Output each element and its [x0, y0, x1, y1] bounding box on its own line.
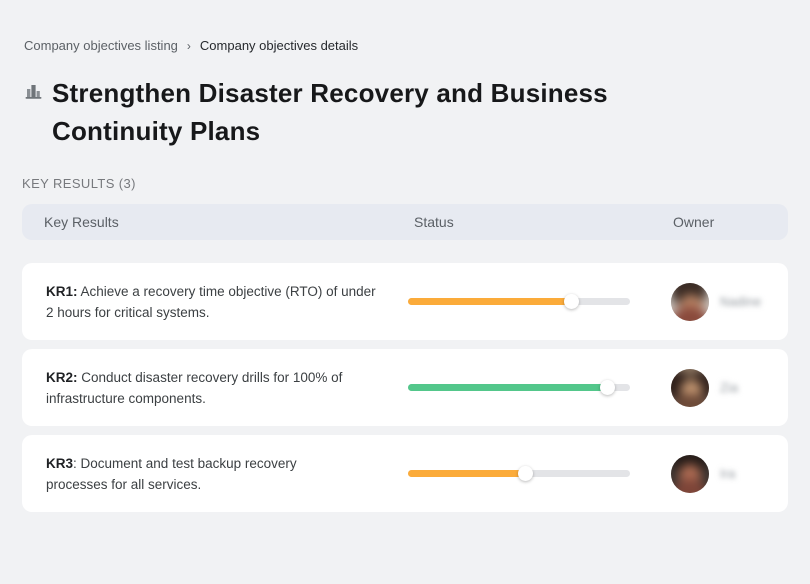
kr3-slider-handle[interactable]	[517, 466, 533, 481]
chevron-right-icon: ›	[186, 38, 191, 53]
objective-title-row: Strengthen Disaster Recovery and Busines…	[24, 74, 788, 150]
column-header-status: Status	[414, 214, 454, 230]
kr1-progress-fill	[408, 298, 573, 305]
key-result-row-kr1[interactable]: KR1: Achieve a recovery time objective (…	[22, 263, 788, 340]
kr3-progress-fill	[408, 470, 526, 477]
kr2-status-cell	[408, 380, 654, 396]
kr1-progress-slider[interactable]	[408, 294, 630, 310]
key-result-row-kr3[interactable]: KR3: Document and test backup recovery p…	[22, 435, 788, 512]
kr2-owner-cell: Zia	[654, 368, 788, 407]
kr1-owner-avatar	[671, 282, 709, 321]
key-results-list: KR1: Achieve a recovery time objective (…	[22, 263, 788, 512]
kr2-label: KR2:	[46, 369, 78, 385]
kr2-owner-name: Zia	[720, 380, 739, 395]
kr3-owner-name: Ira	[720, 466, 736, 481]
breadcrumb-company-objectives-details: Company objectives details	[199, 38, 359, 53]
page-title: Strengthen Disaster Recovery and Busines…	[52, 78, 608, 146]
kr2-owner-avatar	[671, 368, 709, 407]
kr1-label: KR1:	[46, 283, 78, 299]
breadcrumb: Company objectives listing › Company obj…	[24, 38, 788, 53]
kr1-status-cell	[408, 294, 654, 310]
kr1-owner-cell: Nadine	[654, 282, 788, 321]
key-results-count-label: KEY RESULTS (3)	[22, 176, 136, 191]
kr3-progress-slider[interactable]	[408, 466, 630, 482]
company-buildings-icon	[24, 82, 43, 106]
column-header-owner: Owner	[673, 214, 715, 230]
key-results-table-header: Key Results Status Owner	[22, 204, 788, 240]
kr2-progress-slider[interactable]	[408, 380, 630, 396]
column-header-key-results: Key Results	[44, 214, 119, 230]
breadcrumb-company-objectives-listing[interactable]: Company objectives listing	[24, 38, 178, 53]
kr3-owner-cell: Ira	[654, 454, 788, 493]
objective-details-page: Company objectives listing › Company obj…	[0, 38, 810, 584]
kr3-label: KR3	[46, 455, 74, 471]
kr3-description: KR3: Document and test backup recovery p…	[46, 455, 297, 492]
kr3-owner-avatar	[671, 454, 709, 493]
kr2-description: KR2: Conduct disaster recovery drills fo…	[46, 369, 343, 406]
kr1-slider-handle[interactable]	[564, 294, 580, 309]
kr2-slider-handle[interactable]	[599, 380, 615, 395]
kr3-status-cell	[408, 466, 654, 482]
key-result-row-kr2[interactable]: KR2: Conduct disaster recovery drills fo…	[22, 349, 788, 426]
kr1-description: KR1: Achieve a recovery time objective (…	[46, 283, 376, 320]
kr2-progress-fill	[408, 384, 608, 391]
kr1-owner-name: Nadine	[720, 294, 762, 309]
